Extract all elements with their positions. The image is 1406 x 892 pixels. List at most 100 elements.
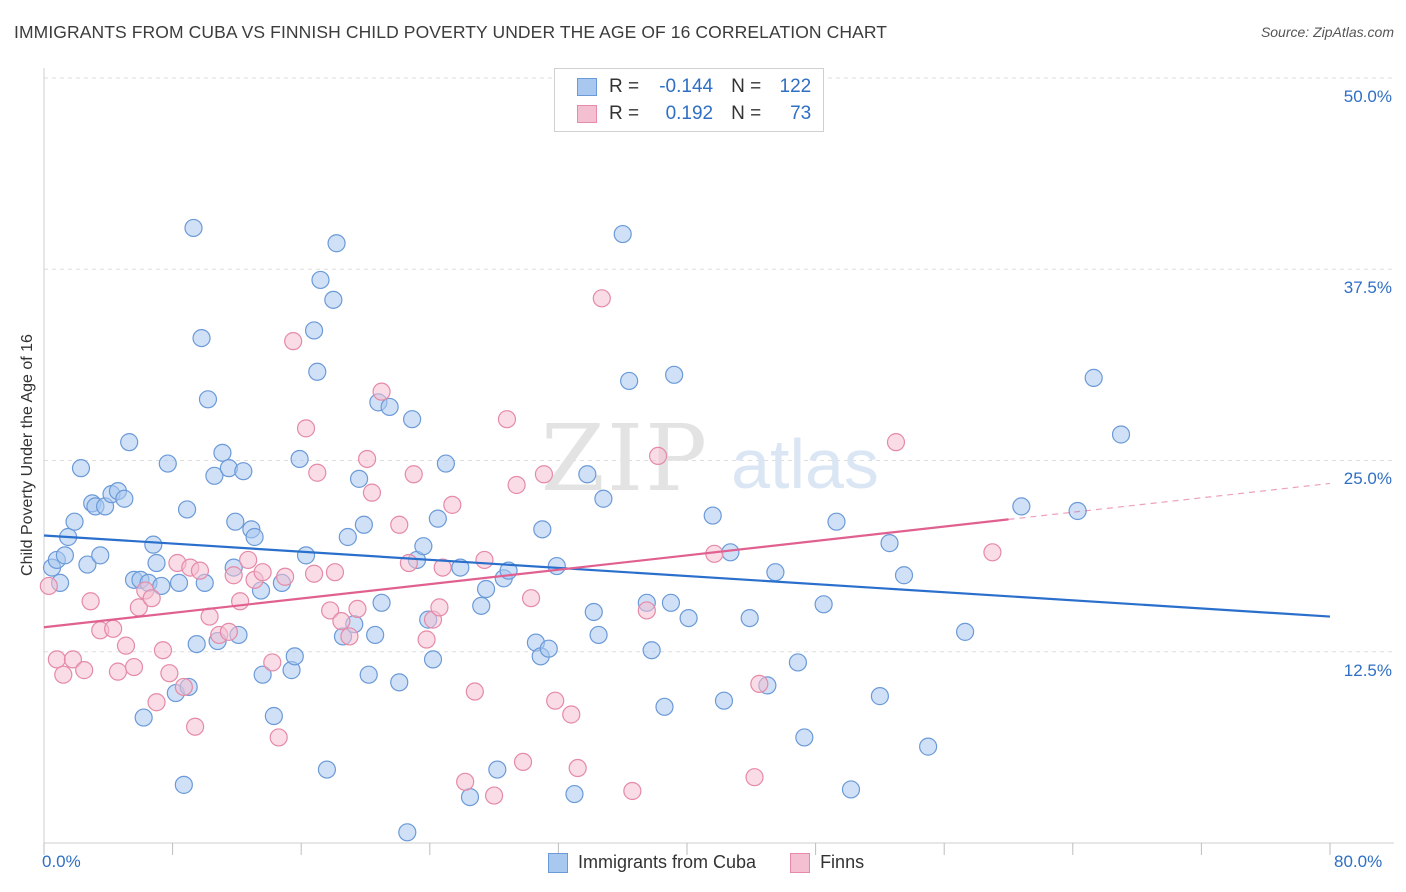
finns-point bbox=[296, 419, 316, 438]
cuba-point bbox=[788, 653, 808, 672]
cuba-point bbox=[613, 224, 632, 244]
finns-point bbox=[269, 728, 288, 747]
cuba-point bbox=[296, 546, 316, 565]
finns-point bbox=[263, 653, 282, 672]
legend-n-value-finns: 73 bbox=[790, 103, 812, 124]
cuba-point bbox=[290, 449, 309, 469]
finns-point bbox=[39, 576, 58, 596]
finns-point bbox=[443, 495, 462, 514]
y-tick-label-50: 50.0% bbox=[1343, 87, 1392, 106]
cuba-point bbox=[65, 512, 84, 531]
cuba-point bbox=[919, 737, 938, 756]
cuba-point bbox=[1084, 368, 1103, 387]
finns-point bbox=[475, 550, 494, 570]
finns-point bbox=[325, 563, 345, 582]
legend-r-value-cuba: -0.144 bbox=[659, 76, 714, 97]
finns-point bbox=[745, 768, 764, 787]
cuba-point bbox=[317, 760, 337, 779]
cuba-point bbox=[880, 534, 899, 553]
cuba-point bbox=[264, 706, 283, 726]
finns-point bbox=[224, 566, 243, 585]
trend-lines bbox=[43, 482, 1331, 629]
cuba-point bbox=[245, 527, 264, 547]
y-axis-label: Child Poverty Under the Age of 16 bbox=[19, 334, 36, 576]
legend-label-finns: Finns bbox=[820, 852, 865, 872]
cuba-point bbox=[338, 527, 357, 547]
finns-point bbox=[983, 543, 1002, 562]
watermark: ZIP atlas bbox=[541, 405, 879, 512]
trend-line-cuba bbox=[43, 534, 1331, 618]
cuba-point bbox=[620, 371, 639, 391]
finns-point bbox=[568, 758, 587, 778]
cuba-point bbox=[488, 760, 507, 779]
cuba-point bbox=[841, 780, 861, 799]
finns-point bbox=[304, 564, 324, 583]
cuba-point bbox=[594, 489, 613, 508]
finns-point bbox=[253, 563, 272, 582]
cuba-point bbox=[390, 673, 409, 692]
series-finns bbox=[39, 110, 1002, 805]
cuba-point bbox=[428, 509, 447, 528]
cuba-point bbox=[476, 579, 496, 599]
cuba-point bbox=[187, 634, 206, 654]
finns-point bbox=[284, 332, 303, 351]
y-tick-label-12-5: 12.5% bbox=[1343, 661, 1392, 680]
finns-point bbox=[104, 619, 123, 638]
cuba-point bbox=[584, 602, 603, 622]
finns-point bbox=[372, 382, 391, 401]
finns-point bbox=[485, 786, 504, 805]
legend-row-finns: R = 0.192 N = 73 bbox=[577, 102, 811, 126]
finns-point bbox=[886, 433, 906, 452]
finns-point bbox=[190, 561, 210, 580]
finns-point bbox=[276, 567, 295, 586]
cuba-point bbox=[169, 573, 189, 593]
cuba-point bbox=[665, 365, 684, 384]
series-legend: Immigrants from Cuba Finns bbox=[548, 852, 898, 873]
cuba-point bbox=[324, 290, 343, 309]
cuba-point bbox=[547, 556, 566, 576]
cuba-point bbox=[380, 397, 399, 417]
cuba-point bbox=[721, 543, 740, 562]
cuba-point bbox=[1012, 497, 1031, 516]
cuba-point bbox=[304, 321, 324, 340]
source-label: Source: ZipAtlas.com bbox=[1260, 24, 1394, 40]
finns-point bbox=[521, 589, 541, 608]
cuba-point bbox=[533, 520, 552, 539]
cuba-point bbox=[472, 596, 491, 615]
finns-point bbox=[417, 630, 436, 649]
cuba-point bbox=[192, 329, 211, 348]
legend-swatch-blue bbox=[548, 852, 568, 873]
finns-point bbox=[321, 601, 340, 620]
legend-swatch-blue bbox=[577, 78, 597, 96]
cuba-point bbox=[144, 535, 163, 554]
cuba-point bbox=[414, 537, 433, 556]
finns-point bbox=[54, 665, 73, 684]
finns-point bbox=[534, 465, 554, 484]
legend-swatch-pink bbox=[790, 852, 811, 873]
finns-point bbox=[142, 589, 161, 608]
legend-r-label: R = bbox=[609, 103, 640, 124]
cuba-point bbox=[642, 641, 661, 660]
cuba-point bbox=[184, 218, 203, 238]
finns-point bbox=[648, 446, 668, 466]
y-tick-label-25: 25.0% bbox=[1343, 469, 1392, 488]
finns-point bbox=[340, 627, 359, 646]
cuba-point bbox=[565, 784, 584, 804]
cuba-point bbox=[679, 608, 698, 628]
cuba-point bbox=[234, 462, 253, 481]
x-tick-label-max: 80.0% bbox=[1334, 852, 1383, 871]
cuba-point bbox=[372, 593, 391, 612]
cuba-point bbox=[403, 410, 422, 429]
cuba-point bbox=[158, 454, 177, 473]
cuba-point bbox=[827, 512, 846, 531]
cuba-point bbox=[1111, 425, 1131, 444]
cuba-point bbox=[91, 546, 110, 565]
legend-item-finns: Finns bbox=[790, 852, 864, 873]
x-tick-label-min: 0.0% bbox=[42, 852, 81, 871]
cuba-point bbox=[359, 665, 378, 684]
watermark-zip: ZIP bbox=[541, 405, 709, 512]
cuba-point bbox=[71, 459, 91, 478]
cuba-point bbox=[147, 553, 166, 573]
cuba-point bbox=[205, 466, 224, 485]
